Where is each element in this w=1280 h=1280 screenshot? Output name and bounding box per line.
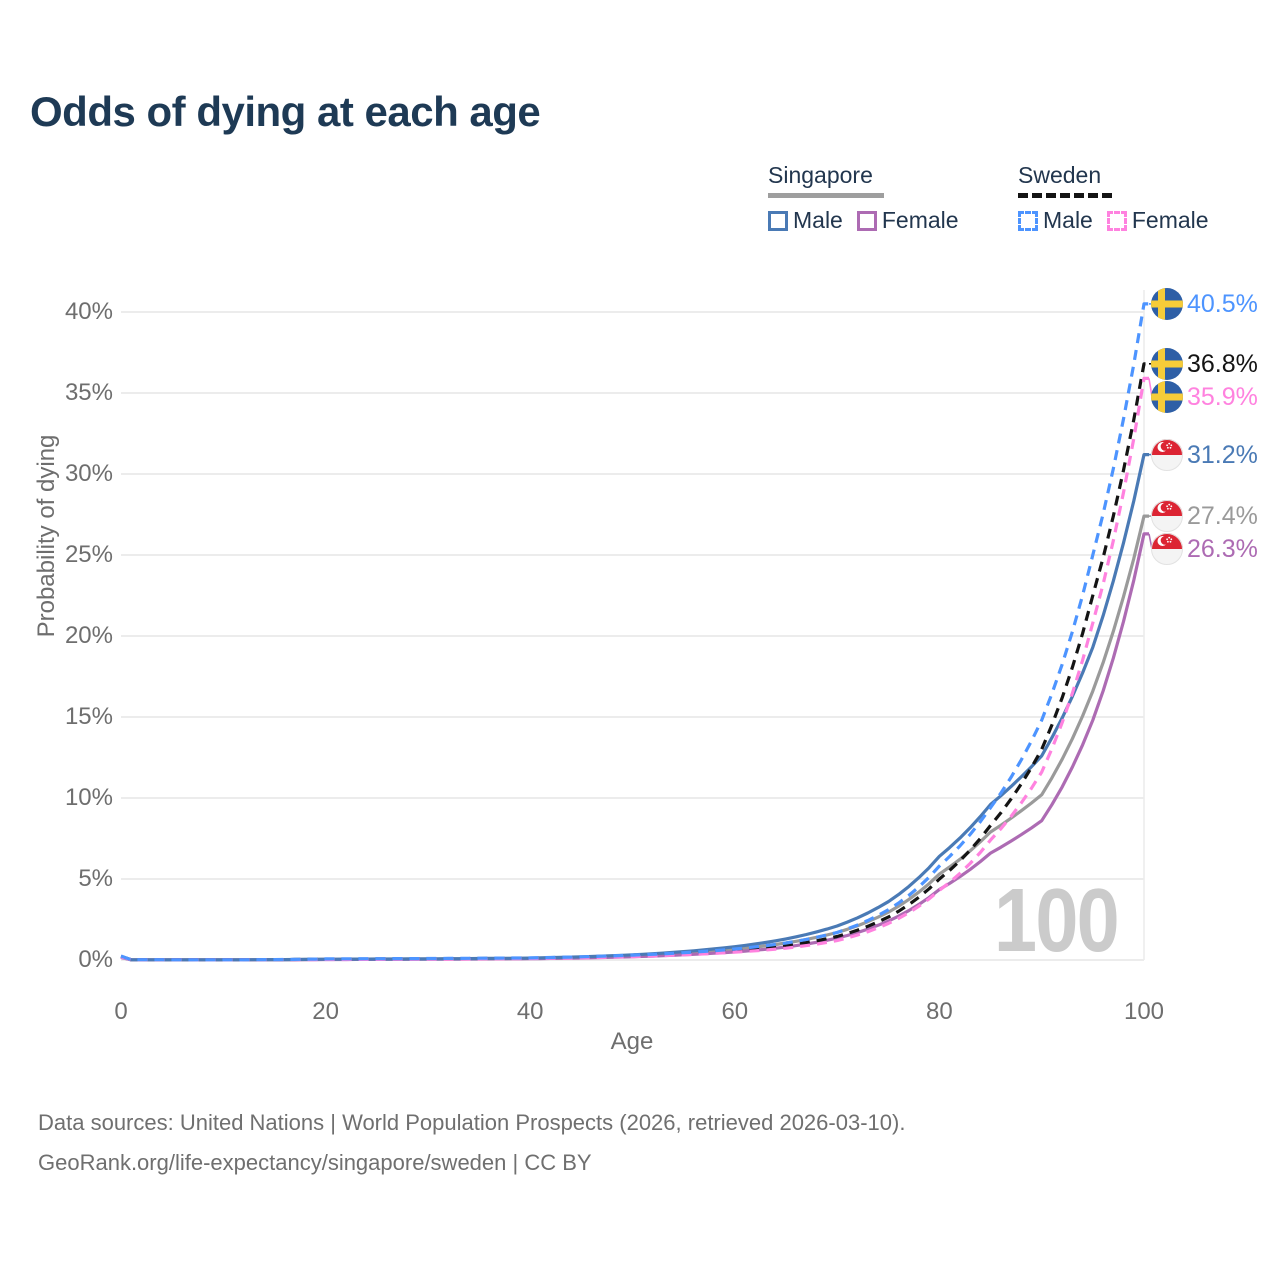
- x-tick-label: 100: [1123, 998, 1165, 1025]
- series-line-sweden-male: [120, 302, 1149, 962]
- legend-country-singapore: Singapore: [768, 162, 873, 188]
- x-tick-label: 60: [721, 998, 749, 1025]
- y-axis-title: Probability of dying: [33, 434, 60, 638]
- y-tick-label: 5%: [78, 865, 113, 892]
- attribution-text: GeoRank.org/life-expectancy/singapore/sw…: [38, 1150, 592, 1175]
- legend-item-singapore-female: Female: [856, 207, 959, 234]
- x-tick-label: 80: [926, 998, 953, 1025]
- y-tick-label: 40%: [64, 298, 113, 325]
- legend-item-singapore-male: Male: [768, 207, 843, 234]
- sweden-female-swatch-icon: [1106, 210, 1127, 231]
- sweden-flag-icon: [1151, 288, 1183, 320]
- legend-item-sweden-female: Female: [1106, 207, 1209, 234]
- legend-label-sweden-female: Female: [1131, 207, 1209, 233]
- legend-label-singapore-female: Female: [881, 207, 959, 233]
- singapore-flag-icon: [1151, 533, 1183, 565]
- x-tick-label: 0: [114, 998, 128, 1025]
- y-tick-label: 25%: [64, 541, 113, 568]
- end-label-singapore-female: 26.3%: [1187, 535, 1258, 564]
- legend-group-sweden: Sweden Male Female: [1018, 162, 1223, 234]
- data-sources-text: Data sources: United Nations | World Pop…: [38, 1110, 906, 1135]
- legend-country-sweden: Sweden: [1018, 162, 1102, 188]
- page-title: Odds of dying at each age: [30, 88, 541, 135]
- legend-label-singapore-male: Male: [793, 207, 843, 233]
- y-tick-label: 15%: [64, 703, 113, 730]
- label-connector: [1148, 378, 1156, 398]
- singapore-flag-icon: [1151, 500, 1183, 532]
- x-axis-title: Age: [610, 1028, 654, 1055]
- sweden-flag-icon: [1151, 348, 1183, 380]
- y-tick-label: 10%: [64, 784, 113, 811]
- y-tick-label: 0%: [78, 946, 113, 973]
- end-label-singapore-total: 27.4%: [1187, 502, 1258, 531]
- x-tick-label: 20: [312, 998, 339, 1025]
- label-connector: [1148, 533, 1156, 550]
- singapore-female-swatch-icon: [856, 210, 877, 231]
- sweden-flag-icon: [1151, 381, 1183, 413]
- sweden-line-style-sample: [1018, 193, 1112, 198]
- end-label-sweden-male: 40.5%: [1187, 289, 1258, 318]
- end-label-singapore-male: 31.2%: [1187, 440, 1258, 469]
- end-label-sweden-total: 36.8%: [1187, 349, 1258, 378]
- legend-label-sweden-male: Male: [1043, 207, 1093, 233]
- legend-group-singapore: Singapore Male Female: [768, 162, 973, 234]
- singapore-line-style-sample: [768, 193, 884, 198]
- x-tick-label: 40: [516, 998, 544, 1025]
- y-tick-label: 20%: [64, 622, 113, 649]
- singapore-flag-icon: [1151, 439, 1183, 471]
- y-tick-label: 35%: [64, 379, 113, 406]
- y-tick-label: 30%: [64, 460, 113, 487]
- sweden-male-swatch-icon: [1018, 210, 1038, 231]
- legend-item-sweden-male: Male: [1018, 207, 1093, 234]
- singapore-male-swatch-icon: [768, 210, 788, 231]
- end-label-sweden-female: 35.9%: [1187, 382, 1258, 411]
- age-watermark: 100: [994, 871, 1120, 971]
